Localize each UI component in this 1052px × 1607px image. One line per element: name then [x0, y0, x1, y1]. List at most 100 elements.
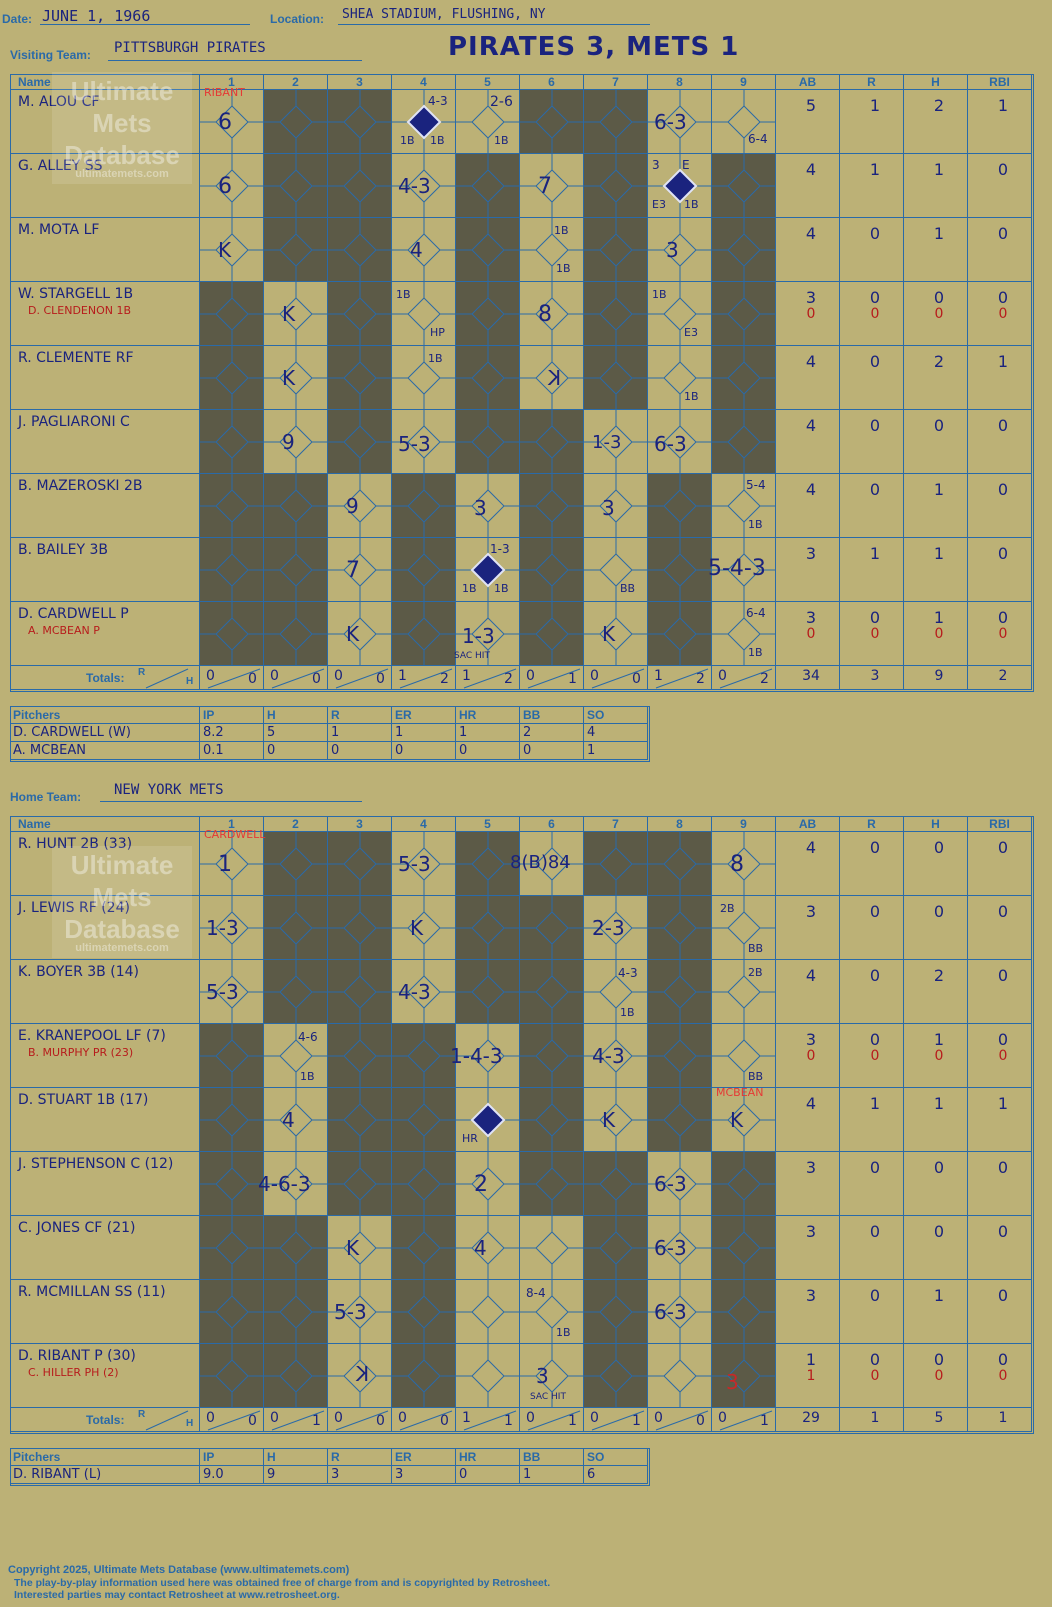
diamond-outline — [663, 105, 697, 139]
diamond-outline — [663, 911, 697, 945]
sub-stat-h: 0 — [934, 1368, 944, 1384]
pitcher-col-header: BB — [520, 706, 584, 724]
sub-stat-ab: 0 — [806, 626, 816, 642]
diamond — [200, 474, 264, 538]
diamond-outline — [215, 489, 249, 523]
diamond — [392, 218, 456, 282]
diamond-outline — [407, 297, 441, 331]
stat-rbi: 0 — [997, 1222, 1009, 1241]
diamond-outline — [663, 1359, 697, 1393]
stat-r: 0 — [869, 1286, 881, 1305]
stat-cell-ab — [776, 1152, 840, 1216]
diamond-outline — [407, 1039, 441, 1073]
total-slash — [591, 668, 645, 689]
diamond — [712, 538, 776, 602]
diamond — [456, 474, 520, 538]
stat-rbi: 1 — [997, 352, 1009, 371]
pitcher-stat-ip: 8.2 — [200, 724, 264, 742]
stat-ab: 5 — [805, 96, 817, 115]
stat-cell-rbi — [968, 538, 1032, 602]
diamond-outline — [279, 489, 313, 523]
diamond — [264, 960, 328, 1024]
player-name: J. LEWIS RF (24) — [18, 900, 130, 916]
diamond — [328, 1216, 392, 1280]
diamond-outline — [599, 361, 633, 395]
stat-cell-ab — [776, 474, 840, 538]
diamond — [712, 896, 776, 960]
diamond-outline — [535, 553, 569, 587]
pitchers-header: Pitchers — [10, 1448, 200, 1466]
inning-runs: 1 — [398, 668, 407, 684]
stat-cell-h — [904, 1088, 968, 1152]
scoresheet-frame — [10, 74, 1034, 692]
diamond — [392, 832, 456, 896]
diamond — [456, 1344, 520, 1408]
stat-cell-h — [904, 960, 968, 1024]
diamond-outline — [535, 1359, 569, 1393]
player-row — [10, 1216, 200, 1280]
diamond — [328, 602, 392, 666]
stat-rbi: 0 — [997, 416, 1009, 435]
diamond — [520, 1216, 584, 1280]
diamond — [520, 1344, 584, 1408]
diamond-outline — [471, 1167, 505, 1201]
player-name: C. JONES CF (21) — [18, 1220, 136, 1236]
player-name: W. STARGELL 1B — [18, 286, 134, 302]
inning-runs: 0 — [590, 1410, 599, 1426]
inning-hits: 2 — [504, 671, 513, 687]
diamond-outline — [471, 1359, 505, 1393]
diamond — [392, 1088, 456, 1152]
inning-total-cell — [456, 666, 520, 690]
diamond-outline — [535, 489, 569, 523]
diamond-outline — [471, 911, 505, 945]
column-header: 9 — [712, 816, 776, 832]
play-note: 8-4 — [526, 1286, 546, 1300]
diamond — [712, 474, 776, 538]
diamond — [392, 538, 456, 602]
pitcher-col-header: H — [264, 1448, 328, 1466]
inning-total-cell — [456, 1408, 520, 1432]
stat-r: 1 — [869, 544, 881, 563]
stat-rbi: 0 — [997, 224, 1009, 243]
play-note: 4 — [410, 238, 423, 262]
inning-hits: 1 — [504, 1413, 513, 1429]
stat-cell-ab — [776, 1088, 840, 1152]
play-note: 4-3 — [428, 94, 448, 108]
home-team-underline — [100, 801, 362, 802]
stat-cell-rbi — [968, 1088, 1032, 1152]
diamond — [520, 896, 584, 960]
play-note: 8 — [538, 302, 552, 327]
stat-cell-r — [840, 832, 904, 896]
inning-hits: 1 — [632, 1413, 641, 1429]
diamond-outline — [215, 975, 249, 1009]
play-note: 1B — [748, 518, 763, 531]
pitcher-name: A. MCBEAN — [10, 742, 200, 760]
pitcher-stat-bb: 0 — [520, 742, 584, 760]
diamond-outline — [279, 1295, 313, 1329]
inning-hits: 1 — [568, 671, 577, 687]
diamond-outline — [599, 617, 633, 651]
diamond — [648, 154, 712, 218]
inning-runs: 0 — [654, 1410, 663, 1426]
stat-r: 1 — [869, 1094, 881, 1113]
play-note: BB — [748, 942, 764, 955]
diamond-outline — [663, 847, 697, 881]
diamond — [648, 1024, 712, 1088]
diamond — [648, 474, 712, 538]
play-note: 1B — [430, 134, 445, 147]
diamond-outline — [663, 1103, 697, 1137]
pitcher-col-header: HR — [456, 1448, 520, 1466]
play-note: E3 — [652, 198, 666, 211]
inning-runs: 1 — [462, 668, 471, 684]
total-slash — [399, 1410, 453, 1431]
diamond-outline — [663, 617, 697, 651]
stat-h: 0 — [933, 902, 945, 921]
diamond — [648, 282, 712, 346]
stat-rbi: 0 — [997, 544, 1009, 563]
diamond-outline — [343, 1359, 377, 1393]
stat-ab: 3 — [805, 1222, 817, 1241]
pitcher-col-header: BB — [520, 1448, 584, 1466]
